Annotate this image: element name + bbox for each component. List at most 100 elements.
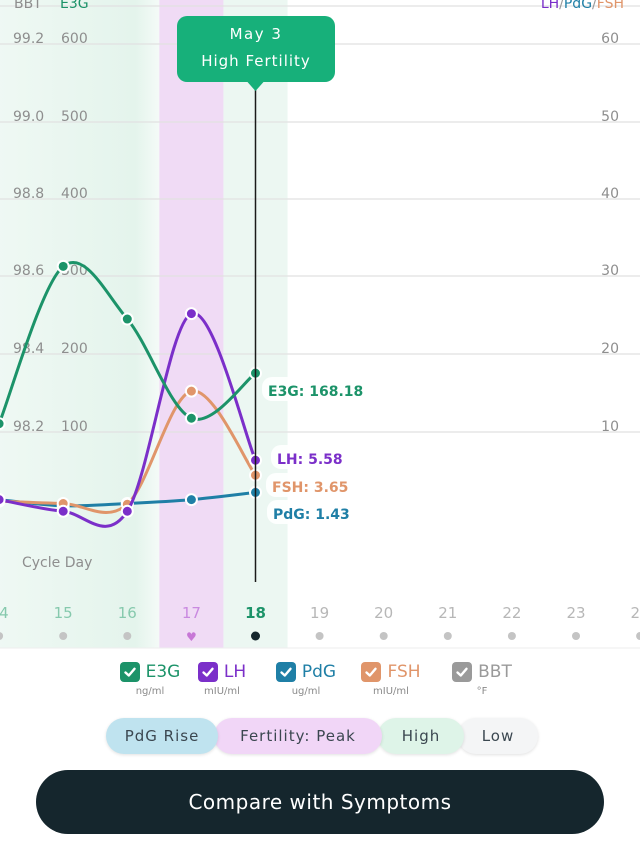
x-axis-ticks: 14 15 16 17 ♥ 18 19 20 21 22 23 24 bbox=[0, 604, 640, 644]
readout-bg bbox=[266, 473, 354, 497]
legend-item-pdg[interactable]: PdG ug/ml bbox=[266, 662, 346, 697]
bbt-tick-label: 98.6 bbox=[13, 263, 44, 279]
compare-with-symptoms-button[interactable]: Compare with Symptoms bbox=[36, 770, 604, 834]
day-marker-dot bbox=[507, 632, 516, 640]
axis-headers: BBT E3G LH/PdG/FSH bbox=[14, 0, 624, 12]
tooltip-box bbox=[177, 16, 335, 82]
tooltip-status: High Fertility bbox=[201, 52, 311, 70]
data-point-e3g bbox=[56, 259, 70, 273]
readout-label-lh: LH: 5.58 bbox=[277, 452, 343, 468]
data-point-pdg bbox=[184, 493, 198, 507]
bbt-axis-label: BBT bbox=[14, 0, 42, 12]
heart-marker-icon: ♥ bbox=[186, 630, 197, 644]
series-e3g bbox=[0, 259, 262, 431]
legend-unit: ng/ml bbox=[135, 686, 165, 697]
bbt-tick-label: 99.0 bbox=[13, 109, 44, 125]
data-point-lh bbox=[120, 504, 134, 518]
checkbox-icon[interactable] bbox=[361, 662, 382, 682]
legend-name: E3G bbox=[145, 662, 181, 682]
day-marker-dot bbox=[0, 632, 4, 640]
legend-unit: mIU/ml bbox=[373, 686, 409, 697]
readout-bg bbox=[271, 445, 351, 469]
data-point-e3g bbox=[0, 417, 6, 431]
x-tick-label: 15 bbox=[54, 604, 73, 622]
x-tick-label: 23 bbox=[566, 604, 585, 622]
x-tick-label: 17 bbox=[182, 604, 201, 622]
x-tick-label: 18 bbox=[245, 604, 266, 622]
right-tick-label: 10 bbox=[601, 419, 619, 435]
bbt-tick-label: 98.8 bbox=[13, 186, 44, 202]
right-tick-label: 30 bbox=[601, 263, 619, 279]
data-point-lh bbox=[0, 493, 6, 507]
high-fertility-band bbox=[0, 0, 160, 648]
legend-name: PdG bbox=[301, 662, 337, 682]
x-tick-label: 24 bbox=[631, 604, 640, 622]
legend-unit: mIU/ml bbox=[204, 686, 240, 697]
e3g-tick-label: 600 bbox=[61, 31, 88, 47]
day-marker-dot bbox=[636, 632, 640, 640]
checkbox-icon[interactable] bbox=[197, 662, 218, 682]
readout-label-e3g: E3G: 168.18 bbox=[268, 384, 363, 400]
phase-pill-fertility-peak[interactable]: Fertility: Peak bbox=[214, 718, 382, 754]
checkbox-icon[interactable] bbox=[452, 662, 473, 682]
right-axis-label: LH/PdG/FSH bbox=[541, 0, 624, 12]
x-axis-label: Cycle Day bbox=[22, 555, 92, 571]
e3g-tick-label: 200 bbox=[61, 341, 88, 357]
day-marker-dot bbox=[572, 632, 580, 640]
hormone-chart: BBT E3G LH/PdG/FSH 99.2 99.0 98.8 98.6 98.4 98.2… bbox=[0, 0, 640, 649]
e3g-tick-label: 500 bbox=[61, 109, 88, 125]
data-point-lh bbox=[184, 307, 198, 321]
readout-lh: LH: 5.58 bbox=[271, 445, 351, 469]
peak-fertility-band bbox=[159, 0, 224, 648]
legend-item-e3g[interactable]: E3G ng/ml bbox=[110, 662, 190, 697]
data-point-e3g bbox=[184, 411, 198, 425]
phase-pill-low[interactable]: Low bbox=[458, 718, 538, 754]
checkbox-icon[interactable] bbox=[275, 662, 296, 682]
legend-item-bbt[interactable]: BBT °F bbox=[442, 662, 522, 697]
right-tick-label: 50 bbox=[601, 109, 619, 125]
x-tick-label: 19 bbox=[310, 604, 329, 622]
tick-labels: 99.299.098.898.698.498.26005004003002001… bbox=[13, 31, 619, 435]
e3g-tick-label: 400 bbox=[61, 186, 88, 202]
readout-label-fsh: FSH: 3.65 bbox=[272, 480, 348, 496]
x-tick-label: 21 bbox=[438, 604, 457, 622]
bbt-tick-label: 98.2 bbox=[13, 419, 44, 435]
checkbox-icon[interactable] bbox=[119, 662, 140, 682]
x-tick-label: 16 bbox=[118, 604, 137, 622]
legend-unit: °F bbox=[476, 686, 488, 697]
right-tick-label: 40 bbox=[601, 186, 619, 202]
readout-fsh: FSH: 3.65 bbox=[266, 473, 354, 497]
day-marker-dot bbox=[251, 631, 260, 641]
readout-bg bbox=[262, 377, 367, 401]
legend: E3G ng/ml LH mIU/ml PdG ug/ml FSH mIU/ml BBT °F bbox=[0, 662, 640, 706]
e3g-axis-label: E3G bbox=[60, 0, 89, 12]
legend-unit: ug/ml bbox=[291, 686, 321, 697]
legend-name: FSH bbox=[387, 662, 421, 682]
series-lh bbox=[0, 307, 262, 528]
legend-item-lh[interactable]: LH mIU/ml bbox=[182, 662, 262, 697]
x-tick-label: 20 bbox=[374, 604, 393, 622]
readout-e3g: E3G: 168.18 bbox=[262, 377, 367, 401]
readout-label-pdg: PdG: 1.43 bbox=[273, 507, 350, 523]
x-tick-label: 14 bbox=[0, 604, 9, 622]
e3g-tick-label: 100 bbox=[61, 419, 88, 435]
day-marker-dot bbox=[315, 632, 324, 640]
right-tick-label: 20 bbox=[601, 341, 619, 357]
data-point-lh bbox=[56, 504, 70, 518]
phase-pill-pdg-rise[interactable]: PdG Rise bbox=[106, 718, 218, 754]
bbt-tick-label: 99.2 bbox=[13, 31, 44, 47]
tooltip: May 3 High Fertility bbox=[177, 16, 335, 91]
readout-pdg: PdG: 1.43 bbox=[267, 500, 355, 524]
legend-name: LH bbox=[223, 662, 247, 682]
readout-bg bbox=[267, 500, 355, 524]
day-marker-dot bbox=[59, 632, 68, 640]
data-point-fsh bbox=[184, 384, 198, 398]
day-marker-dot bbox=[123, 632, 132, 640]
bbt-tick-label: 98.4 bbox=[13, 341, 44, 357]
phase-pill-high[interactable]: High bbox=[378, 718, 464, 754]
right-tick-label: 60 bbox=[601, 31, 619, 47]
x-tick-label: 22 bbox=[502, 604, 521, 622]
data-point-e3g bbox=[120, 312, 134, 326]
legend-item-fsh[interactable]: FSH mIU/ml bbox=[351, 662, 431, 697]
tooltip-date: May 3 bbox=[230, 25, 283, 43]
